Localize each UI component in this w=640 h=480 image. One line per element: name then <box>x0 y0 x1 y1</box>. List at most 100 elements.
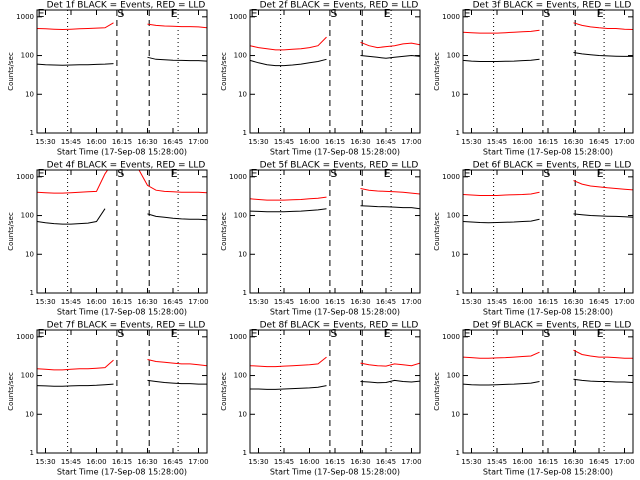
x-tick-label: 16:30 <box>137 458 157 466</box>
y-tick-label: 100 <box>447 212 460 220</box>
annotation: E <box>464 327 471 340</box>
series-line <box>463 180 633 196</box>
y-tick-label: 10 <box>451 90 460 98</box>
x-tick-label: 16:45 <box>163 458 183 466</box>
y-tick-label: 10 <box>238 90 247 98</box>
y-axis-label: Counts/sec <box>7 52 15 91</box>
x-tick-label: 15:45 <box>274 298 294 306</box>
x-tick-label: 16:45 <box>376 138 396 146</box>
x-tick-label: 16:30 <box>563 138 583 146</box>
y-tick-label: 10 <box>25 90 34 98</box>
annotation: S <box>330 167 337 180</box>
series-line <box>37 22 207 31</box>
x-tick-label: 15:30 <box>461 458 481 466</box>
y-tick-label: 1 <box>243 289 247 297</box>
x-tick-label: 16:30 <box>137 138 157 146</box>
series-line <box>250 54 420 67</box>
y-tick-label: 100 <box>234 52 247 60</box>
y-axis-label: Counts/sec <box>7 212 15 251</box>
x-tick-label: 15:30 <box>35 458 55 466</box>
annotation: E <box>597 327 604 340</box>
x-tick-label: 16:00 <box>299 138 319 146</box>
y-axis-label: Counts/sec <box>433 52 441 91</box>
annotation: E <box>251 7 258 20</box>
x-tick-label: 16:45 <box>163 298 183 306</box>
x-tick-label: 15:45 <box>61 138 81 146</box>
panel: Det 1f BLACK = Events, RED = LLD Start Ti… <box>7 1 209 157</box>
chart-title: Det 1f BLACK = Events, RED = LLD <box>47 1 206 11</box>
y-tick-label: 100 <box>447 372 460 380</box>
x-tick-label: 16:30 <box>563 298 583 306</box>
x-tick-label: 16:45 <box>376 458 396 466</box>
y-tick-label: 1 <box>30 289 34 297</box>
annotation: S <box>117 327 124 340</box>
chart-title: Det 8f BLACK = Events, RED = LLD <box>260 321 419 331</box>
plot-frame <box>36 9 208 134</box>
annotation: S <box>330 7 337 20</box>
chart-title: Det 7f BLACK = Events, RED = LLD <box>47 321 206 331</box>
series-line <box>463 213 633 224</box>
panel: Det 2f BLACK = Events, RED = LLD Start Ti… <box>220 1 422 157</box>
x-tick-label: 15:30 <box>248 458 268 466</box>
x-tick-label: 16:30 <box>350 458 370 466</box>
annotation: E <box>597 167 604 180</box>
annotation: E <box>384 167 391 180</box>
x-tick-label: 16:45 <box>589 298 609 306</box>
series-line <box>250 205 420 213</box>
x-axis-label: Start Time (17-Sep-08 15:28:00) <box>483 148 613 157</box>
chart-title: Det 2f BLACK = Events, RED = LLD <box>260 1 419 11</box>
y-tick-label: 1000 <box>229 13 247 21</box>
annotation: E <box>597 7 604 20</box>
plot-frame <box>462 9 634 134</box>
x-tick-label: 16:30 <box>563 458 583 466</box>
x-tick-label: 15:45 <box>487 138 507 146</box>
chart-title: Det 6f BLACK = Events, RED = LLD <box>473 161 632 171</box>
x-tick-label: 16:00 <box>512 298 532 306</box>
y-tick-label: 100 <box>447 52 460 60</box>
x-tick-label: 15:45 <box>274 138 294 146</box>
plot-frame <box>249 169 421 294</box>
panel: Det 9f BLACK = Events, RED = LLD Start Ti… <box>433 321 635 477</box>
x-tick-label: 16:45 <box>376 298 396 306</box>
series-line <box>37 208 207 225</box>
x-tick-label: 17:00 <box>401 458 421 466</box>
annotation: E <box>384 327 391 340</box>
x-tick-label: 15:30 <box>248 138 268 146</box>
annotation: S <box>330 327 337 340</box>
x-axis-label: Start Time (17-Sep-08 15:28:00) <box>57 468 187 477</box>
chart-title: Det 4f BLACK = Events, RED = LLD <box>47 161 206 171</box>
x-tick-label: 17:00 <box>401 298 421 306</box>
x-axis-label: Start Time (17-Sep-08 15:28:00) <box>57 308 187 317</box>
y-tick-label: 1 <box>456 129 460 137</box>
x-tick-label: 16:15 <box>325 298 345 306</box>
y-axis-label: Counts/sec <box>220 52 228 91</box>
x-tick-label: 17:00 <box>188 298 208 306</box>
y-tick-label: 10 <box>238 410 247 418</box>
x-tick-label: 15:45 <box>487 298 507 306</box>
y-tick-label: 100 <box>234 372 247 380</box>
annotation: S <box>117 7 124 20</box>
y-tick-label: 1 <box>243 129 247 137</box>
y-tick-label: 100 <box>21 372 34 380</box>
x-tick-label: 16:45 <box>163 138 183 146</box>
y-tick-label: 1000 <box>442 13 460 21</box>
y-axis-label: Counts/sec <box>433 212 441 251</box>
y-tick-label: 1000 <box>442 333 460 341</box>
chart-title: Det 3f BLACK = Events, RED = LLD <box>473 1 632 11</box>
plot-frame <box>36 329 208 454</box>
annotation: S <box>543 327 550 340</box>
y-tick-label: 1 <box>30 449 34 457</box>
y-tick-label: 1000 <box>442 173 460 181</box>
annotation: E <box>171 327 178 340</box>
x-tick-label: 16:15 <box>538 298 558 306</box>
panel: Det 4f BLACK = Events, RED = LLD Start Ti… <box>7 161 209 317</box>
x-tick-label: 16:00 <box>86 298 106 306</box>
annotation: E <box>464 7 471 20</box>
annotation: E <box>171 167 178 180</box>
x-tick-label: 16:30 <box>350 138 370 146</box>
x-tick-label: 15:30 <box>461 138 481 146</box>
panel: Det 5f BLACK = Events, RED = LLD Start Ti… <box>220 161 422 317</box>
annotation: S <box>543 7 550 20</box>
